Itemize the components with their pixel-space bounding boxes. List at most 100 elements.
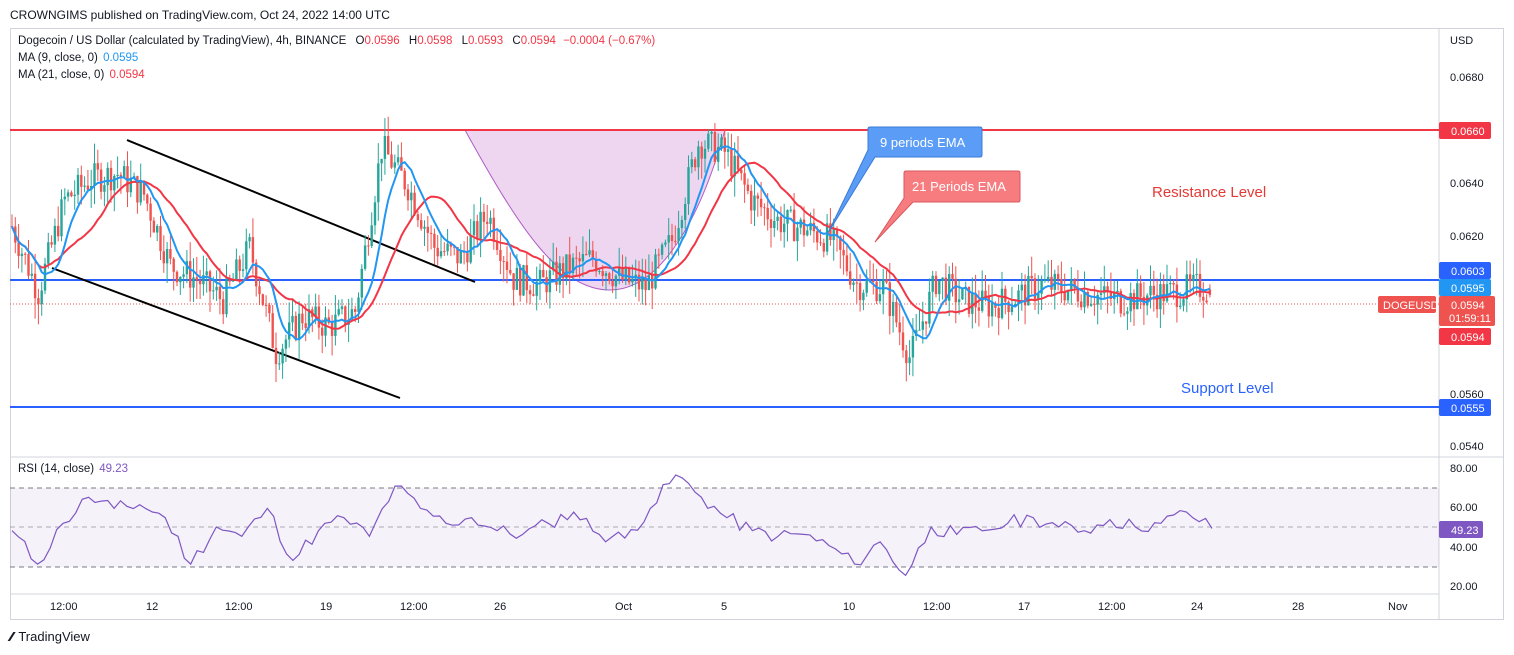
channel-upper-line[interactable] (126, 139, 476, 283)
candle (1195, 258, 1198, 296)
candle (878, 279, 882, 304)
ma9-badge: 0.0595 (1439, 279, 1491, 296)
candle (1004, 285, 1007, 315)
symbol-badge: DOGEUSD (1378, 296, 1439, 313)
time-tick: 28 (1292, 601, 1304, 613)
candle-body (908, 357, 911, 364)
candle (905, 344, 908, 382)
rsi-legend[interactable]: RSI (14, close) 49.23 (18, 463, 128, 475)
candle (934, 271, 938, 298)
rsi-badge-value: 49.23 (1451, 525, 1479, 537)
ma9-legend-value: 0.0595 (103, 52, 139, 64)
candle-body (1010, 306, 1014, 313)
candle-body (383, 136, 387, 159)
candle-body (1080, 301, 1083, 308)
candle-body (924, 321, 928, 324)
ma21-legend[interactable]: MA (21, close, 0) 0.0594 (18, 69, 145, 81)
candle-body (1004, 288, 1007, 302)
candle (156, 224, 159, 242)
candle-body (1119, 290, 1122, 314)
candle-body (961, 288, 964, 300)
candle-body (314, 306, 317, 318)
candle (215, 270, 218, 301)
candle (852, 278, 855, 292)
candle (268, 302, 271, 322)
candle (83, 176, 86, 193)
candle (779, 206, 783, 241)
candle-body (330, 322, 334, 336)
change-value: −0.0004 (−0.67%) (563, 35, 656, 47)
candle-body (486, 221, 489, 224)
candle-body (660, 244, 664, 255)
candle (1103, 265, 1106, 299)
tradingview-brand[interactable]: ⁄⁄ TradingView (10, 629, 90, 644)
candle-body (40, 290, 43, 305)
candle-body (472, 221, 476, 236)
candle-body (1113, 292, 1116, 299)
candle-body (515, 267, 519, 290)
candle-body (172, 258, 175, 272)
rsi-tick: 20.00 (1450, 581, 1478, 593)
candle-body (420, 220, 423, 229)
candle (918, 308, 921, 331)
candle-body (720, 137, 723, 148)
candle (1050, 260, 1053, 296)
candle-body (984, 290, 987, 297)
candle (139, 163, 142, 206)
candle-body (1037, 293, 1040, 300)
candle-body (934, 275, 938, 295)
candle (433, 228, 436, 265)
candle-body (443, 251, 446, 253)
candle-body (1139, 283, 1142, 297)
candle (218, 268, 222, 315)
candle (545, 270, 548, 303)
candle-body (136, 176, 139, 203)
candle (387, 116, 390, 155)
candle (76, 168, 80, 204)
candle-body (179, 276, 182, 283)
candle-body (519, 267, 522, 296)
candle (839, 235, 842, 269)
candle-body (231, 279, 235, 282)
candle (660, 242, 664, 260)
currency-label: USD (1450, 35, 1474, 47)
chart-frame[interactable] (10, 28, 1504, 620)
candle (495, 230, 499, 256)
candle-body (1185, 274, 1188, 300)
candle-body (885, 279, 888, 283)
candle (964, 281, 967, 305)
candle (707, 129, 710, 152)
time-tick: 19 (320, 601, 332, 613)
candle-body (687, 167, 690, 205)
candle-body (895, 302, 898, 323)
candle-body (208, 271, 212, 292)
candle-body (202, 275, 205, 285)
candle (476, 214, 479, 248)
candle-body (291, 315, 294, 323)
last-price-value: 0.0594 (1451, 300, 1485, 312)
candle-body (413, 192, 416, 215)
candle (175, 270, 179, 287)
candle-body (426, 226, 429, 233)
ma9-legend[interactable]: MA (9, close, 0) 0.0595 (18, 52, 138, 64)
price-tick: 0.0540 (1450, 441, 1484, 453)
candle (1208, 284, 1212, 298)
channel-lower-line[interactable] (51, 267, 401, 399)
candle (420, 213, 423, 231)
candle-body (70, 192, 73, 197)
candle-body (482, 211, 486, 222)
candle (43, 257, 47, 295)
tradingview-brand-text: TradingView (18, 629, 90, 644)
candle-body (726, 149, 730, 152)
candle-body (1099, 293, 1103, 295)
candle-body (971, 293, 974, 314)
candle (393, 154, 396, 174)
candle-body (185, 261, 189, 275)
candle (532, 283, 535, 297)
symbol-legend[interactable]: Dogecoin / US Dollar (calculated by Trad… (18, 35, 655, 47)
candle (235, 248, 238, 281)
candle-body (565, 254, 568, 279)
high-label: H (408, 35, 418, 47)
candle (360, 264, 363, 310)
